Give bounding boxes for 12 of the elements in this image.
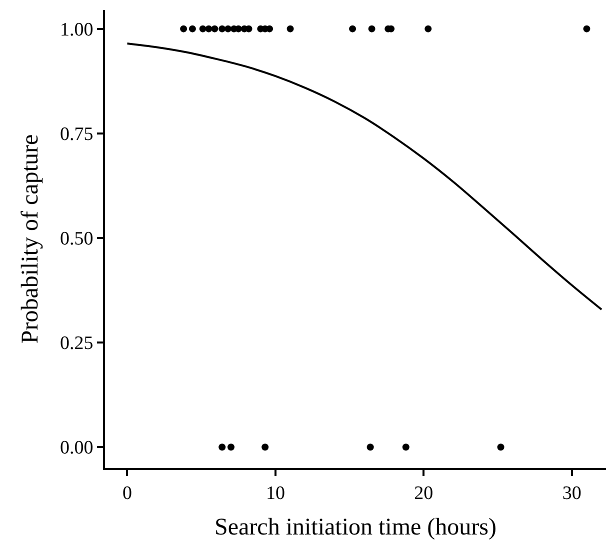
y-axis-title: Probability of capture	[18, 134, 44, 344]
x-tick-label: 0	[122, 482, 132, 504]
y-tick-label: 0.25	[60, 333, 94, 354]
x-tick-label: 30	[562, 482, 582, 504]
line-series	[126, 42, 603, 310]
x-tick-label: 20	[414, 482, 434, 504]
x-tick-label: 10	[266, 482, 285, 504]
y-tick-label: 0.00	[60, 438, 94, 459]
y-tick-label: 0.75	[60, 124, 94, 146]
y-tick-label: 0.50	[60, 228, 94, 250]
y-tick-label: 1.00	[60, 19, 94, 40]
x-axis-title: Search initiation time (hours)	[214, 514, 496, 541]
